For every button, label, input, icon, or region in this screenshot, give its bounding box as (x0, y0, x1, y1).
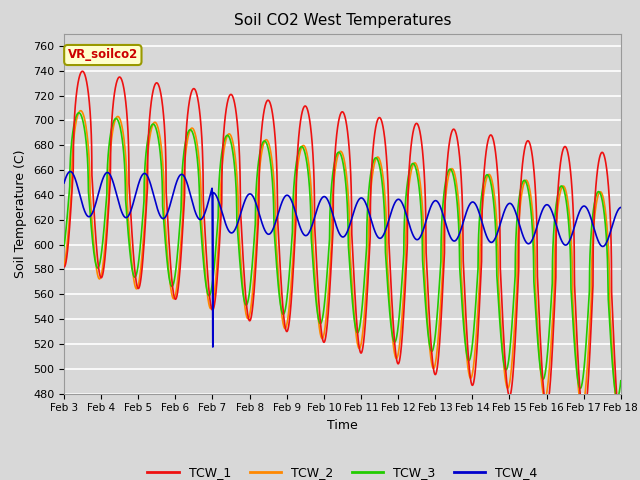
X-axis label: Time: Time (327, 419, 358, 432)
Y-axis label: Soil Temperature (C): Soil Temperature (C) (15, 149, 28, 278)
Text: VR_soilco2: VR_soilco2 (68, 48, 138, 61)
Legend: TCW_1, TCW_2, TCW_3, TCW_4: TCW_1, TCW_2, TCW_3, TCW_4 (142, 461, 543, 480)
Title: Soil CO2 West Temperatures: Soil CO2 West Temperatures (234, 13, 451, 28)
